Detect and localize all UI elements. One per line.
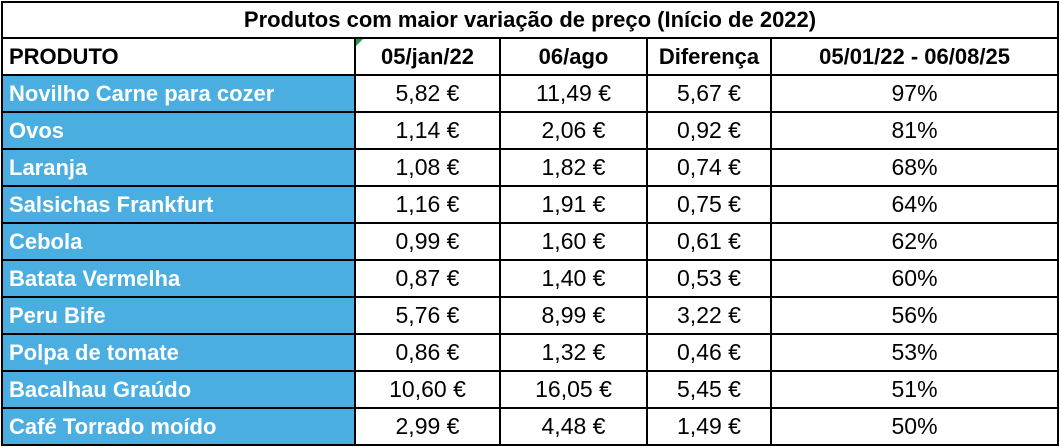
cell-price-aug[interactable]: 1,91 € [499, 185, 648, 224]
cell-variation-pct[interactable]: 53% [769, 333, 1060, 372]
cell-product[interactable]: Peru Bife [1, 296, 356, 335]
cell-variation-pct[interactable]: 50% [769, 407, 1060, 446]
header-date-jan[interactable]: 05/jan/22 [354, 37, 501, 76]
header-date-jan-label: 05/jan/22 [381, 43, 474, 69]
cell-variation-pct[interactable]: 64% [769, 185, 1060, 224]
cell-price-aug[interactable]: 1,82 € [499, 148, 648, 187]
cell-variation-pct[interactable]: 60% [769, 259, 1060, 298]
header-row: PRODUTO 05/jan/22 06/ago Diferença 05/01… [1, 37, 1060, 76]
cell-price-aug[interactable]: 1,40 € [499, 259, 648, 298]
cell-product[interactable]: Cebola [1, 222, 356, 261]
cell-product[interactable]: Novilho Carne para cozer [1, 74, 356, 113]
cell-price-aug[interactable]: 16,05 € [499, 370, 648, 409]
cell-difference[interactable]: 0,61 € [646, 222, 772, 261]
cell-difference[interactable]: 0,74 € [646, 148, 772, 187]
cell-variation-pct[interactable]: 81% [769, 111, 1060, 150]
cell-variation-pct[interactable]: 62% [769, 222, 1060, 261]
cell-variation-pct[interactable]: 68% [769, 148, 1060, 187]
cell-price-jan[interactable]: 0,87 € [354, 259, 501, 298]
cell-price-jan[interactable]: 10,60 € [354, 370, 501, 409]
cell-price-aug[interactable]: 8,99 € [499, 296, 648, 335]
table-row: Salsichas Frankfurt 1,16 €1,91 €0,75 €64% [1, 185, 1060, 224]
cell-difference[interactable]: 5,67 € [646, 74, 772, 113]
cell-product[interactable]: Laranja [1, 148, 356, 187]
title-row: Produtos com maior variação de preço (In… [0, 1, 1060, 39]
cell-product[interactable]: Polpa de tomate [1, 333, 356, 372]
table-row: Café Torrado moído 2,99 €4,48 €1,49 €50% [1, 407, 1060, 446]
header-product[interactable]: PRODUTO [1, 37, 356, 76]
cell-price-jan[interactable]: 0,99 € [354, 222, 501, 261]
cell-product[interactable]: Batata Vermelha [1, 259, 356, 298]
cell-difference[interactable]: 0,46 € [646, 333, 772, 372]
cell-comment-marker [357, 40, 363, 46]
cell-product[interactable]: Café Torrado moído [1, 407, 356, 446]
cell-price-jan[interactable]: 1,16 € [354, 185, 501, 224]
cell-price-aug[interactable]: 1,60 € [499, 222, 648, 261]
cell-price-jan[interactable]: 1,14 € [354, 111, 501, 150]
table-row: Peru Bife 5,76 €8,99 €3,22 €56% [1, 296, 1060, 335]
cell-price-jan[interactable]: 0,86 € [354, 333, 501, 372]
table-row: Polpa de tomate 0,86 €1,32 €0,46 €53% [1, 333, 1060, 372]
cell-price-jan[interactable]: 5,76 € [354, 296, 501, 335]
cell-product[interactable]: Salsichas Frankfurt [1, 185, 356, 224]
header-date-aug[interactable]: 06/ago [499, 37, 648, 76]
cell-difference[interactable]: 1,49 € [646, 407, 772, 446]
header-difference[interactable]: Diferença [646, 37, 772, 76]
cell-price-jan[interactable]: 1,08 € [354, 148, 501, 187]
cell-price-aug[interactable]: 1,32 € [499, 333, 648, 372]
table-row: Laranja 1,08 €1,82 €0,74 €68% [1, 148, 1060, 187]
cell-price-aug[interactable]: 4,48 € [499, 407, 648, 446]
cell-difference[interactable]: 5,45 € [646, 370, 772, 409]
table-title[interactable]: Produtos com maior variação de preço (In… [0, 1, 1060, 39]
table-row: Novilho Carne para cozer 5,82 €11,49 €5,6… [1, 74, 1060, 113]
table-row: Ovos 1,14 €2,06 €0,92 €81% [1, 111, 1060, 150]
cell-price-aug[interactable]: 2,06 € [499, 111, 648, 150]
cell-price-jan[interactable]: 2,99 € [354, 407, 501, 446]
header-variation[interactable]: 05/01/22 - 06/08/25 [769, 37, 1060, 76]
cell-variation-pct[interactable]: 97% [769, 74, 1060, 113]
cell-price-jan[interactable]: 5,82 € [354, 74, 501, 113]
cell-difference[interactable]: 0,92 € [646, 111, 772, 150]
cell-difference[interactable]: 3,22 € [646, 296, 772, 335]
cell-variation-pct[interactable]: 51% [769, 370, 1060, 409]
table-row: Batata Vermelha 0,87 €1,40 €0,53 €60% [1, 259, 1060, 298]
cell-variation-pct[interactable]: 56% [769, 296, 1060, 335]
table-row: Cebola 0,99 €1,60 €0,61 €62% [1, 222, 1060, 261]
cell-product[interactable]: Bacalhau Graúdo [1, 370, 356, 409]
cell-product[interactable]: Ovos [1, 111, 356, 150]
table-row: Bacalhau Graúdo 10,60 €16,05 €5,45 €51% [1, 370, 1060, 409]
cell-price-aug[interactable]: 11,49 € [499, 74, 648, 113]
cell-difference[interactable]: 0,75 € [646, 185, 772, 224]
cell-difference[interactable]: 0,53 € [646, 259, 772, 298]
